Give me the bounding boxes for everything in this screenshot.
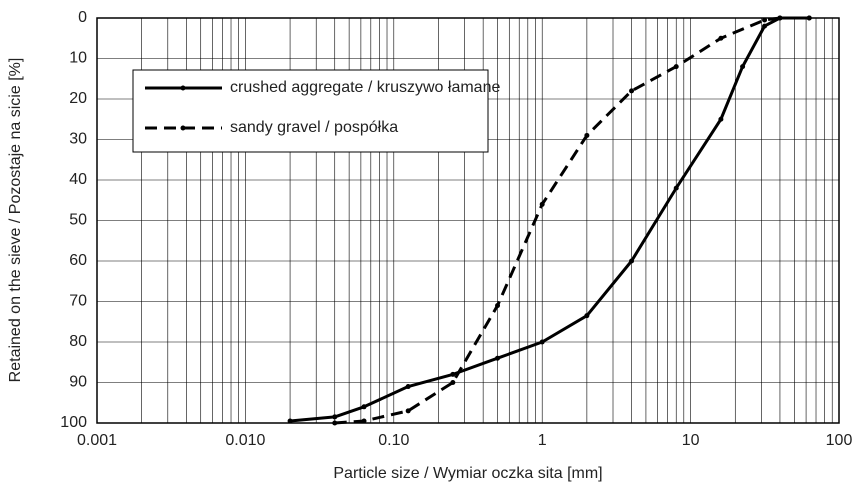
x-tick-label: 100 (826, 432, 853, 449)
point (740, 64, 746, 70)
point (361, 404, 367, 410)
point (806, 15, 812, 21)
y-tick-label: 90 (69, 374, 87, 391)
x-tick-label: 0.001 (77, 432, 117, 449)
y-tick-label: 50 (69, 212, 87, 229)
x-axis-label: Particle size / Wymiar oczka sita [mm] (333, 465, 602, 482)
point (762, 17, 768, 23)
y-tick-label: 70 (69, 293, 87, 310)
point (495, 355, 501, 361)
legend-box (132, 69, 489, 153)
point (539, 339, 545, 345)
point (718, 116, 724, 122)
legend-label: sandy gravel / pospółka (230, 119, 398, 136)
y-axis-label: Retained on the sieve / Pozostaje na sic… (7, 58, 24, 383)
point (777, 15, 783, 21)
point (584, 132, 590, 138)
plot-frame (96, 17, 840, 424)
y-tick-label: 100 (60, 414, 87, 431)
point (332, 420, 338, 426)
y-tick-label: 20 (69, 90, 87, 107)
point (361, 418, 367, 424)
legend-marker (180, 85, 186, 91)
legend-marker (180, 125, 186, 131)
y-tick-label: 30 (69, 131, 87, 148)
point (673, 64, 679, 70)
point (287, 418, 293, 424)
x-tick-label: 1 (538, 432, 547, 449)
point (762, 23, 768, 29)
y-tick-label: 60 (69, 252, 87, 269)
point (629, 258, 635, 264)
point (718, 35, 724, 41)
point (405, 384, 411, 390)
point (450, 371, 456, 377)
point (405, 408, 411, 414)
y-tick-label: 40 (69, 171, 87, 188)
y-tick-label: 80 (69, 333, 87, 350)
point (673, 185, 679, 191)
point (495, 303, 501, 309)
point (584, 313, 590, 319)
point (450, 380, 456, 385)
point (629, 88, 635, 94)
point (332, 414, 338, 420)
x-tick-label: 10 (682, 432, 700, 449)
legend-label: crushed aggregate / kruszywo łamane (230, 79, 500, 96)
legend: crushed aggregate / kruszywo łamane sandy… (132, 69, 500, 153)
y-tick-label: 0 (78, 9, 87, 26)
point (539, 201, 545, 207)
y-tick-label: 10 (69, 50, 87, 67)
x-tick-label: 0.010 (225, 432, 265, 449)
x-tick-label: 0.10 (378, 432, 409, 449)
